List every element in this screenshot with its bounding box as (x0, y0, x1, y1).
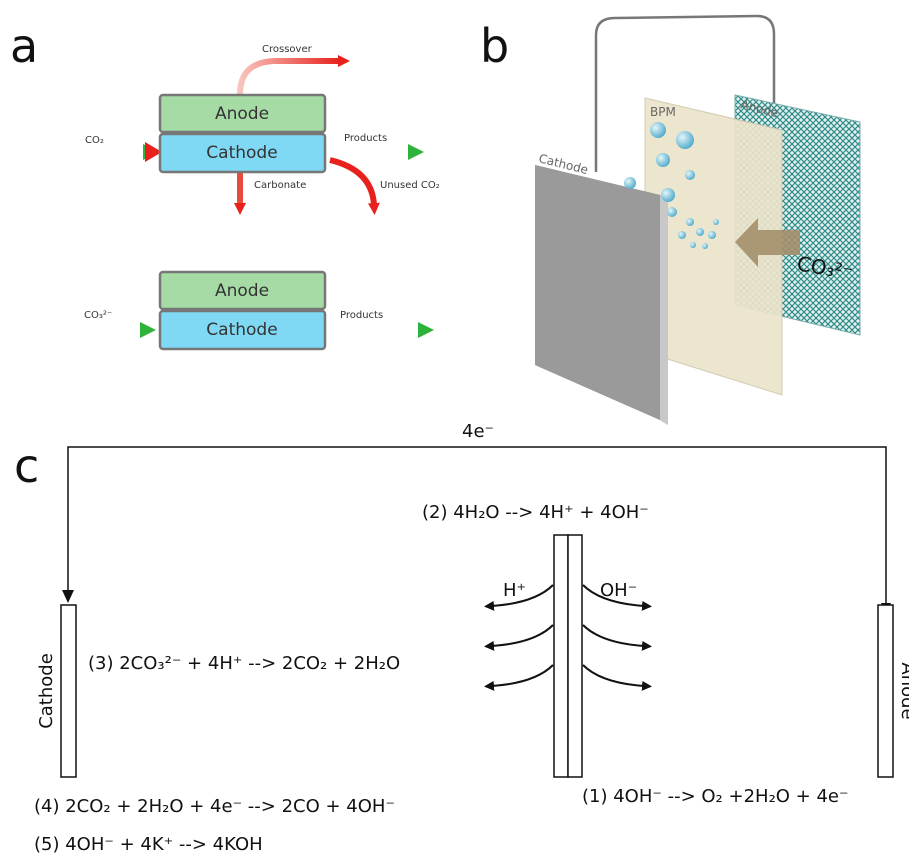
membrane-reaction: (2) 4H₂O --> 4H⁺ + 4OH⁻ (422, 502, 649, 523)
panel-label: c (14, 439, 39, 493)
cathode-reaction: (3) 2CO₃²⁻ + 4H⁺ --> 2CO₂ + 2H₂O (88, 653, 400, 674)
cathode-label: Cathode (36, 653, 57, 729)
cathode-label: Cathode (206, 143, 277, 163)
oh-ion-label: OH⁻ (600, 580, 637, 601)
input-label: CO₂ (85, 135, 104, 146)
arrow-head (62, 590, 74, 603)
products-label: Products (340, 310, 383, 321)
panel-c: 4e⁻ (2) 4H₂O --> 4H⁺ + 4OH⁻ H⁺ OH⁻ Catho… (34, 421, 909, 855)
unused-label: Unused CO₂ (380, 180, 440, 191)
cathode-reaction: (4) 2CO₂ + 2H₂O + 4e⁻ --> 2CO + 4OH⁻ (34, 796, 395, 817)
carbonate-label: Carbonate (254, 180, 306, 191)
arrow (330, 160, 374, 205)
h-ion-label: H⁺ (503, 580, 526, 601)
panel-label: b (480, 19, 509, 73)
input-label: CO₃²⁻ (84, 310, 112, 321)
cathode-label: Cathode (206, 320, 277, 340)
bpm-layer (568, 535, 582, 777)
cathode-reaction: (5) 4OH⁻ + 4K⁺ --> 4KOH (34, 834, 263, 855)
panel-a-top: Anode Cathode Crossover CO₂ Products Car… (45, 44, 440, 205)
anode-electrode (878, 605, 893, 777)
products-label: Products (344, 133, 387, 144)
circuit-wire (68, 447, 886, 605)
bpm-layer (554, 535, 568, 777)
cathode-plate (535, 165, 660, 420)
panel-b: Cathode BPM Anode CO₃²⁻ (535, 16, 860, 425)
arrow (240, 61, 340, 94)
crossover-label: Crossover (262, 44, 313, 55)
panel-a-bottom: Anode Cathode CO₃²⁻ Products (45, 272, 420, 349)
panel-label: a (10, 19, 38, 73)
bpm-label: BPM (650, 105, 676, 119)
figure: a b c Anode Cathode Crossover CO₂ Produc… (0, 0, 909, 858)
anode-label: Anode (897, 662, 909, 719)
anode-label: Anode (215, 281, 269, 301)
cathode-electrode (61, 605, 76, 777)
electrons-label: 4e⁻ (462, 421, 494, 442)
anode-reaction: (1) 4OH⁻ --> O₂ +2H₂O + 4e⁻ (582, 786, 849, 807)
anode-label: Anode (215, 104, 269, 124)
cathode-side (660, 192, 668, 425)
